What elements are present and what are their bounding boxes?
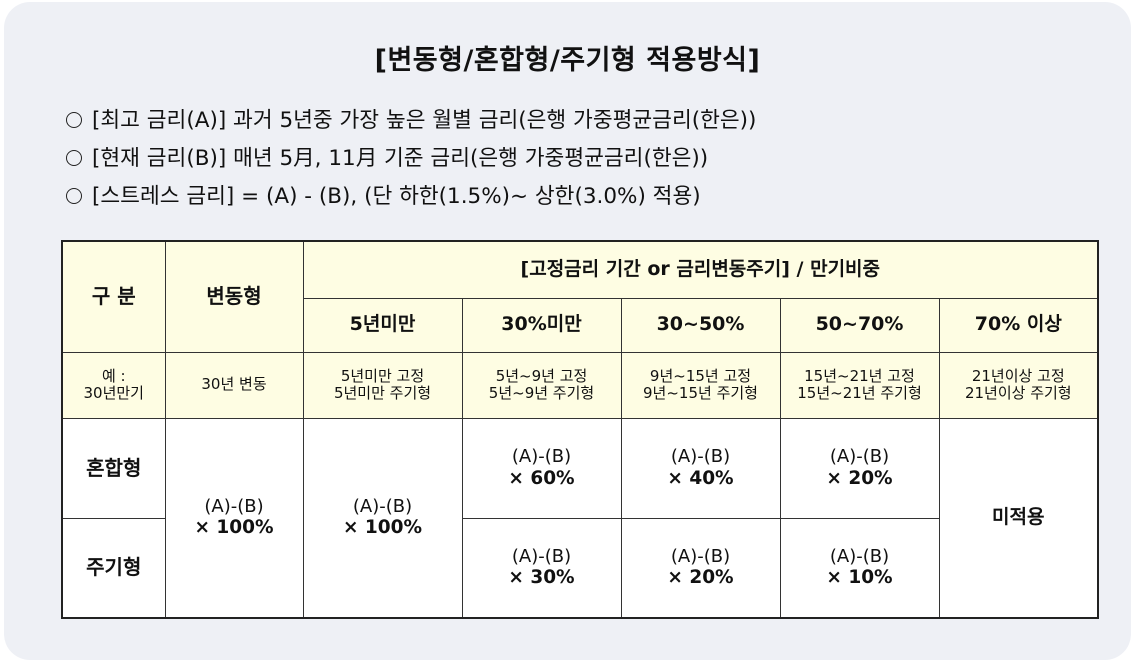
bullet-list: [최고 금리(A)] 과거 5년중 가장 높은 월별 금리(은행 가중평균금리(… <box>66 102 1106 216</box>
cell-periodic-under30: (A)-(B) × 30% <box>461 517 622 619</box>
formula-line: (A)-(B) <box>670 545 731 567</box>
multiplier-line: × 100% <box>194 517 274 539</box>
cell-under5-rate: (A)-(B) × 100% <box>302 417 463 619</box>
bullet-item-current-rate: [현재 금리(B)] 매년 5月, 11月 기준 금리(은행 가중평균금리(한은… <box>66 140 1106 178</box>
bullet-item-max-rate: [최고 금리(A)] 과거 5년중 가장 높은 월별 금리(은행 가중평균금리(… <box>66 102 1106 140</box>
row-label-periodic: 주기형 <box>61 517 166 619</box>
example-line: 5년~9년 주기형 <box>488 384 595 402</box>
header-row-top: 구 분 변동형 [고정금리 기간 or 금리변동주기] / 만기비중 <box>61 240 1099 353</box>
example-col-50-70: 15년~21년 고정 15년~21년 주기형 <box>779 351 940 419</box>
cell-periodic-50-70: (A)-(B) × 10% <box>779 517 940 619</box>
cell-mixed-under30: (A)-(B) × 60% <box>461 417 622 519</box>
cell-periodic-30-50: (A)-(B) × 20% <box>620 517 781 619</box>
header-category: 구 분 <box>61 240 166 353</box>
formula-line: (A)-(B) <box>204 495 264 517</box>
example-label-line1: 예 : <box>101 366 126 385</box>
header-col-30-50: 30~50% <box>620 297 781 353</box>
formula-line: (A)-(B) <box>670 446 731 468</box>
bullet-text: [현재 금리(B)] 매년 5月, 11月 기준 금리(은행 가중평균금리(한은… <box>92 146 709 171</box>
row-label-mixed: 혼합형 <box>61 417 166 519</box>
header-col-over70: 70% 이상 <box>938 297 1099 353</box>
content-card: [변동형/혼합형/주기형 적용방식] [최고 금리(A)] 과거 5년중 가장 … <box>4 2 1131 660</box>
example-line: 21년이상 고정 <box>971 366 1065 385</box>
formula-line: (A)-(B) <box>829 446 890 468</box>
circle-bullet-icon <box>66 112 82 128</box>
example-label: 예 : 30년만기 <box>61 351 166 419</box>
page-title: [변동형/혼합형/주기형 적용방식] <box>374 45 761 76</box>
example-line: 5년미만 고정 <box>340 366 425 385</box>
circle-bullet-icon <box>66 150 82 166</box>
multiplier-line: × 10% <box>826 567 893 589</box>
cell-variable-rate: (A)-(B) × 100% <box>164 417 304 619</box>
cell-mixed-30-50: (A)-(B) × 40% <box>620 417 781 519</box>
header-row-columns: 5년미만 30%미만 30~50% 50~70% 70% 이상 <box>62 297 1099 353</box>
example-row: 예 : 30년만기 30년 변동 5년미만 고정 5년미만 주기형 5년~9년 … <box>61 351 1099 419</box>
header-col-under5: 5년미만 <box>302 297 463 353</box>
multiplier-line: × 40% <box>667 467 734 489</box>
bullet-text: [최고 금리(A)] 과거 5년중 가장 높은 월별 금리(은행 가중평균금리(… <box>92 108 757 133</box>
example-line: 15년~21년 고정 <box>804 366 915 385</box>
formula-line: (A)-(B) <box>352 495 413 517</box>
row-mixed: 혼합형 (A)-(B) × 100% (A)-(B) × 100% (A)-(B… <box>61 417 1099 619</box>
multiplier-line: × 20% <box>826 467 893 489</box>
example-line: 21년이상 주기형 <box>964 384 1072 402</box>
formula-line: (A)-(B) <box>511 446 572 468</box>
header-col-50-70: 50~70% <box>779 297 940 353</box>
row-periodic: 주기형 (A)-(B) × 30% (A)-(B) × 20% (A)-(B) … <box>61 517 1098 619</box>
example-line: 9년~15년 주기형 <box>643 384 758 402</box>
multiplier-line: × 20% <box>667 567 734 589</box>
multiplier-line: × 100% <box>342 517 423 539</box>
example-line: 15년~21년 주기형 <box>797 384 922 402</box>
multiplier-line: × 30% <box>508 567 575 589</box>
circle-bullet-icon <box>66 188 82 204</box>
multiplier-line: × 60% <box>508 467 575 489</box>
cell-mixed-50-70: (A)-(B) × 20% <box>779 417 940 519</box>
example-col-under30: 5년~9년 고정 5년~9년 주기형 <box>461 351 622 419</box>
example-col-over70: 21년이상 고정 21년이상 주기형 <box>938 351 1099 419</box>
example-line: 5년~9년 고정 <box>495 366 588 385</box>
example-label-line2: 30년만기 <box>83 384 145 402</box>
example-col-30-50: 9년~15년 고정 9년~15년 주기형 <box>620 351 781 419</box>
formula-line: (A)-(B) <box>511 545 572 567</box>
header-col-under30: 30%미만 <box>461 297 622 353</box>
cell-over70-not-applied: 미적용 <box>938 417 1099 619</box>
bullet-text: [스트레스 금리] = (A) - (B), (단 하한(1.5%)~ 상한(3… <box>92 184 701 209</box>
header-variable: 변동형 <box>164 240 304 353</box>
header-group: [고정금리 기간 or 금리변동주기] / 만기비중 <box>302 240 1099 299</box>
formula-line: (A)-(B) <box>829 545 890 567</box>
example-variable: 30년 변동 <box>164 351 304 419</box>
example-line: 9년~15년 고정 <box>649 366 752 385</box>
rate-table: 구 분 변동형 [고정금리 기간 or 금리변동주기] / 만기비중 5년미만 … <box>61 240 1100 619</box>
example-line: 5년미만 주기형 <box>333 384 432 402</box>
bullet-item-stress-rate: [스트레스 금리] = (A) - (B), (단 하한(1.5%)~ 상한(3… <box>66 178 1106 216</box>
example-col-under5: 5년미만 고정 5년미만 주기형 <box>302 351 463 419</box>
